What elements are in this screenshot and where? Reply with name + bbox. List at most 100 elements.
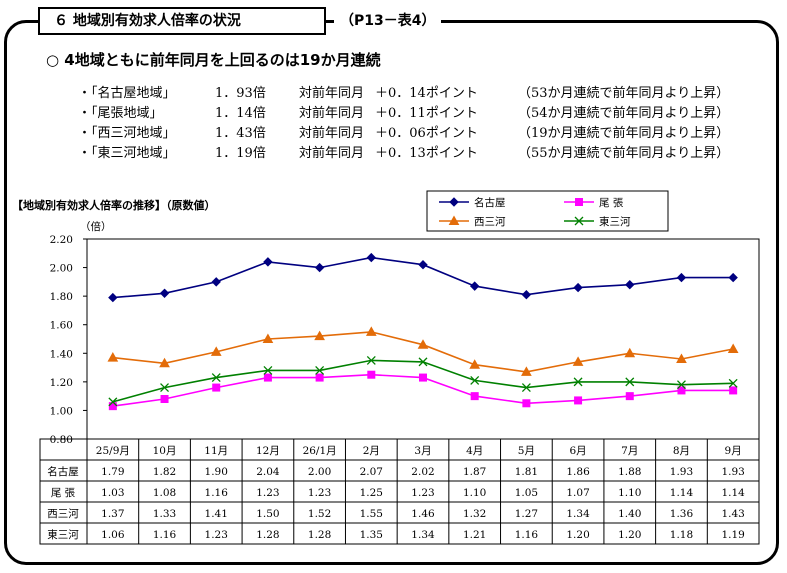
bullet-label: 対前年同月 (299, 126, 365, 141)
y-tick-label: 2.20 (50, 234, 73, 246)
data-label: 1.14 (670, 487, 694, 499)
y-tick-label: 1.20 (50, 377, 73, 389)
bullet-region: ・「名古屋地域」 (78, 86, 176, 101)
data-point (263, 365, 273, 375)
data-label: 1.46 (411, 508, 435, 520)
data-point (263, 373, 272, 382)
data-point (366, 252, 377, 263)
data-label: 1.34 (411, 529, 435, 541)
data-point (624, 347, 636, 358)
x-tick-label: 5月 (518, 445, 535, 457)
legend-label: 東三河 (599, 215, 631, 228)
legend-marker (574, 216, 584, 226)
bullet-region: ・「西三河地域」 (78, 126, 176, 141)
data-point (212, 383, 221, 392)
data-label: 1.41 (205, 508, 228, 520)
y-tick-label: 1.40 (50, 348, 73, 360)
bullet-region: ・「東三河地域」 (78, 146, 176, 161)
data-point (728, 378, 738, 388)
bullet-label: 対前年同月 (299, 86, 365, 101)
data-point (419, 373, 427, 382)
bullet-value: 1．93倍 (215, 86, 266, 101)
headline: ○ 4地域ともに前年同月を上回るのは19か月連続 (46, 51, 381, 69)
data-label: 1.86 (566, 466, 590, 478)
data-label: 1.43 (721, 508, 744, 520)
data-label: 1.07 (566, 487, 589, 499)
data-label: 1.08 (153, 487, 176, 499)
data-label: 1.10 (463, 487, 486, 499)
data-label: 1.16 (205, 487, 229, 499)
data-point (522, 399, 531, 408)
data-label: 1.20 (566, 529, 589, 541)
x-tick-label: 7月 (621, 445, 638, 457)
data-label: 1.55 (360, 508, 383, 520)
data-point (470, 375, 480, 385)
data-point (314, 262, 325, 273)
bullet-diff: ＋0．11ポイント (375, 106, 478, 121)
data-point (211, 277, 221, 287)
data-label: 1.32 (463, 508, 486, 520)
x-tick-label: 12月 (256, 445, 280, 457)
data-point (625, 377, 635, 387)
data-label: 1.23 (308, 487, 331, 499)
table-row-header: 西三河 (47, 508, 79, 520)
bullet-diff: ＋0．13ポイント (375, 146, 478, 161)
data-label: 1.16 (515, 529, 539, 541)
legend-label: 西三河 (474, 216, 506, 228)
data-label: 2.07 (360, 466, 383, 478)
data-point (108, 292, 118, 303)
x-tick-label: 26/1月 (303, 445, 337, 457)
x-tick-label: 11月 (204, 445, 228, 457)
data-point (315, 365, 325, 375)
data-label: 1.05 (515, 487, 538, 499)
data-point (729, 386, 738, 395)
data-point (521, 290, 532, 300)
data-point (728, 272, 738, 283)
data-label: 1.28 (256, 529, 279, 541)
data-label: 1.23 (411, 487, 434, 499)
data-label: 1.34 (566, 508, 590, 520)
data-point (366, 355, 376, 365)
section-title: ６ 地域別有効求人倍率の状況 (38, 7, 326, 35)
legend-marker (575, 198, 583, 206)
data-point (676, 272, 687, 283)
data-point (625, 280, 635, 290)
data-label: 1.19 (721, 529, 744, 541)
data-point (160, 383, 169, 393)
x-tick-label: 2月 (363, 445, 380, 457)
data-point (727, 343, 739, 353)
data-point (108, 397, 118, 407)
bullet-diff: ＋0．06ポイント (375, 126, 478, 141)
data-label: 1.25 (360, 487, 383, 499)
data-point (367, 370, 376, 379)
data-point (263, 257, 273, 267)
data-table (39, 438, 760, 545)
data-label: 1.87 (463, 466, 486, 478)
data-label: 1.23 (205, 529, 228, 541)
data-point (469, 359, 481, 369)
data-point (470, 392, 479, 401)
data-point (365, 326, 377, 336)
data-label: 1.37 (101, 508, 124, 520)
bullet-value: 1．43倍 (215, 126, 266, 141)
table-row-header: 東三河 (47, 528, 79, 541)
data-point (469, 281, 480, 291)
data-point (676, 353, 687, 363)
bullet-note: （19か月連続で前年同月より上昇） (518, 126, 730, 141)
data-point (159, 357, 170, 368)
bullet-value: 1．14倍 (215, 106, 266, 121)
data-label: 1.03 (101, 487, 124, 499)
data-label: 1.14 (721, 487, 745, 499)
data-point (418, 260, 428, 270)
data-label: 1.81 (515, 466, 538, 478)
y-tick-label: 1.60 (50, 320, 73, 332)
data-point (521, 366, 532, 376)
data-label: 1.16 (153, 529, 177, 541)
chart-title: 【地域別有効求人倍率の推移】（原数値） (12, 199, 216, 212)
legend-marker (449, 197, 459, 207)
data-point (160, 395, 169, 403)
bullet-value: 1．19倍 (215, 146, 266, 161)
data-point (573, 282, 583, 293)
data-point (572, 356, 584, 366)
data-point (677, 380, 686, 390)
